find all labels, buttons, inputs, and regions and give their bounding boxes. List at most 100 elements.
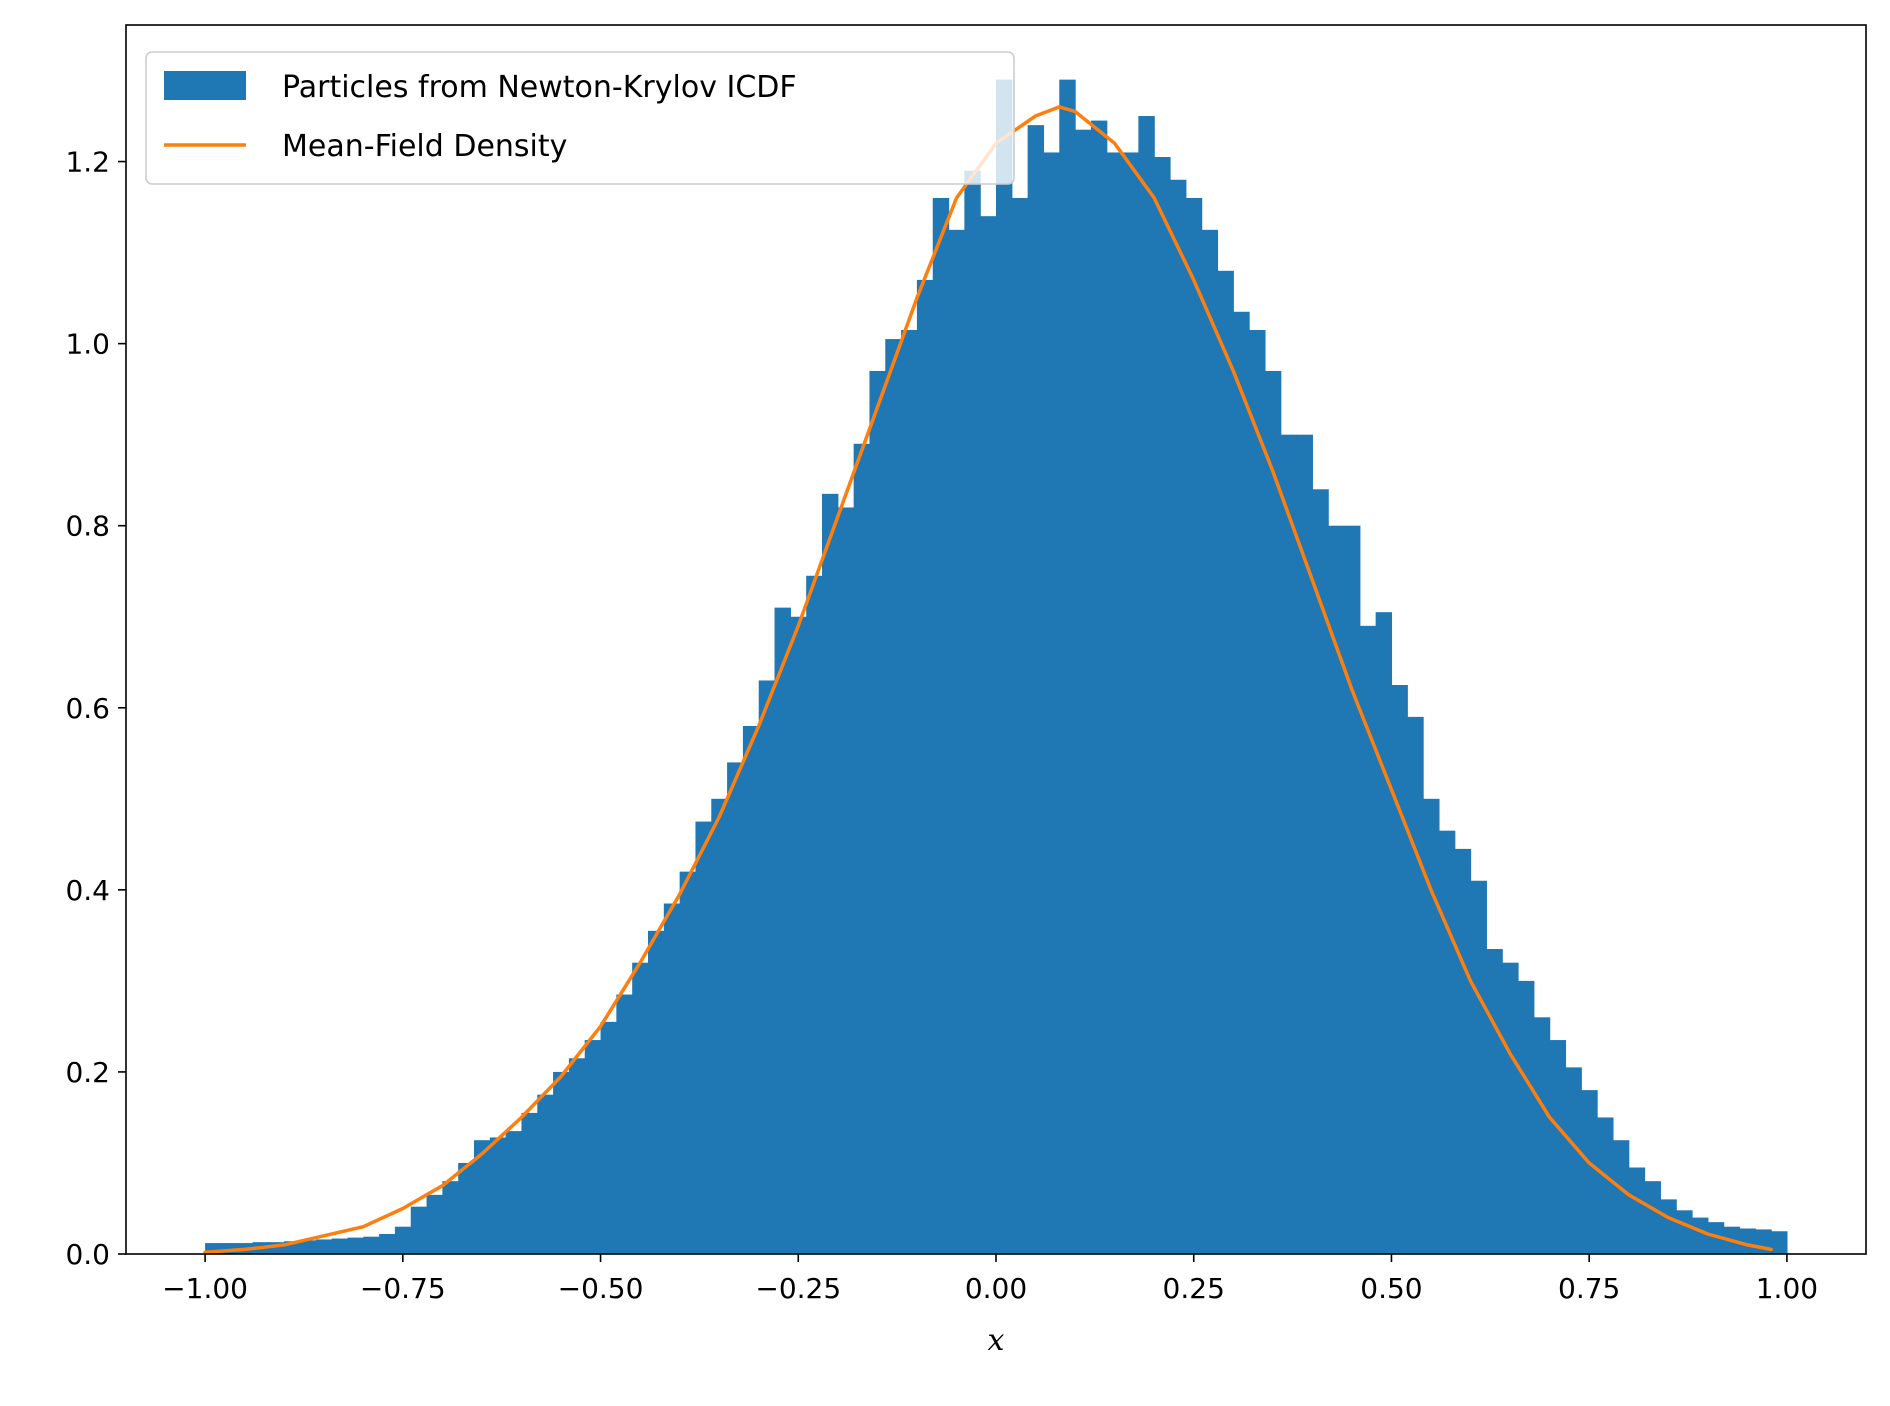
histogram-bar [315,1239,333,1254]
histogram-bar [1090,120,1108,1255]
x-tick-label: 0.50 [1360,1272,1422,1305]
x-tick-label: −1.00 [162,1272,248,1305]
x-tick-label: 0.25 [1163,1272,1225,1305]
histogram-bar [853,443,871,1254]
histogram-bar [964,170,981,1254]
histogram-bar [1375,612,1393,1254]
histogram-bar [822,493,839,1255]
histogram-bar [758,680,776,1254]
histogram-bar [1660,1199,1677,1254]
y-tick-label: 0.4 [65,874,110,907]
histogram-bar [1122,152,1139,1254]
x-tick-label: 1.00 [1756,1272,1818,1305]
histogram-bar [1391,685,1408,1254]
histogram-bar [300,1240,317,1254]
histogram-bar [363,1236,380,1254]
y-tick-label: 0.6 [65,692,110,725]
histogram-bar [1296,434,1313,1255]
histogram-bar [632,962,649,1254]
histogram-bar [1154,157,1171,1255]
histogram-bar [379,1233,396,1254]
legend-label-line: Mean-Field Density [282,129,567,164]
histogram-bar [1407,716,1424,1254]
histogram-bar [869,370,886,1254]
histogram-bar [1264,370,1282,1254]
histogram-bar [458,1162,475,1254]
legend: Particles from Newton-Krylov ICDF Mean-Fi… [145,51,1015,185]
histogram-bar [1201,229,1219,1254]
histogram-bar [885,339,902,1255]
histogram-bar [1739,1228,1756,1254]
histogram-bar [932,197,950,1255]
histogram-bar [663,903,681,1254]
histogram-bar [1043,152,1060,1254]
histogram-bar [1454,848,1472,1254]
histogram-bar [1612,1140,1630,1254]
histogram-bar [1438,830,1456,1254]
histogram-bar [916,279,934,1255]
histogram-bar [1597,1117,1614,1254]
mean-field-density-line [203,105,1773,1254]
y-axis: 0.0 0.2 0.4 0.6 0.8 1.0 1.2 [65,146,126,1271]
histogram-bar [205,1243,222,1254]
histogram-bar [1692,1217,1709,1254]
histogram-bar [553,1071,570,1254]
histogram-bar [837,507,855,1254]
histogram-bar [331,1238,349,1254]
histogram-bar [489,1137,507,1254]
legend-box [145,51,1015,185]
histogram-bar [220,1243,238,1254]
x-tick-label: −0.75 [360,1272,446,1305]
histogram-bar [537,1094,554,1254]
histogram-bar [1138,116,1155,1255]
histogram-bar [1312,489,1329,1254]
histogram-bar [568,1058,586,1254]
histogram-bar [584,1040,602,1254]
histogram-bar [1170,179,1187,1255]
histogram-bar [1549,1040,1567,1254]
histogram-bar [1233,311,1250,1254]
histogram-bar [901,329,918,1254]
histogram-bar [600,1021,617,1254]
histogram-bar [1423,798,1440,1254]
histogram-bar [1106,152,1124,1254]
histogram-bar [1359,625,1377,1254]
x-tick-label: 0.75 [1558,1272,1620,1305]
x-tick-label: −0.50 [558,1272,644,1305]
histogram-bar [1565,1067,1582,1254]
y-tick-label: 0.2 [65,1056,110,1089]
histogram-bar [806,575,823,1254]
y-tick-label: 0.8 [65,510,110,543]
histogram-bar [1518,980,1535,1254]
histogram-bar [727,762,744,1254]
histogram-bar [505,1131,523,1254]
histogram-bar [268,1242,285,1254]
histogram-bar [774,607,791,1254]
histogram-bar [1249,329,1266,1254]
x-tick-label: −0.25 [755,1272,841,1305]
histogram-bar [1502,962,1519,1254]
histogram-bar [790,616,807,1254]
histogram-bar [1344,525,1361,1254]
histogram-bar [1011,197,1029,1255]
histogram-bar [1644,1181,1661,1254]
legend-label-histogram: Particles from Newton-Krylov ICDF [282,70,797,105]
histogram-bar [1628,1167,1646,1254]
histogram-bar [1581,1090,1598,1254]
plot-area [203,79,1788,1255]
histogram-bar [648,930,665,1254]
histogram-bar [711,798,728,1254]
y-tick-label: 0.0 [65,1238,110,1271]
histogram-bar [1676,1210,1693,1254]
histogram-bar [679,871,697,1254]
histogram-bar [1486,949,1503,1254]
histogram-bar [1328,525,1345,1254]
histogram-bar [1470,880,1487,1254]
histogram-bar [1533,1017,1551,1254]
histogram-bar [616,994,633,1254]
histogram-bar [394,1226,412,1254]
histogram-bar [980,216,997,1255]
histogram-bar [1185,197,1203,1255]
x-axis: −1.00 −0.75 −0.50 −0.25 0.00 0.25 0.50 0.75 1.00 [162,1254,1818,1305]
